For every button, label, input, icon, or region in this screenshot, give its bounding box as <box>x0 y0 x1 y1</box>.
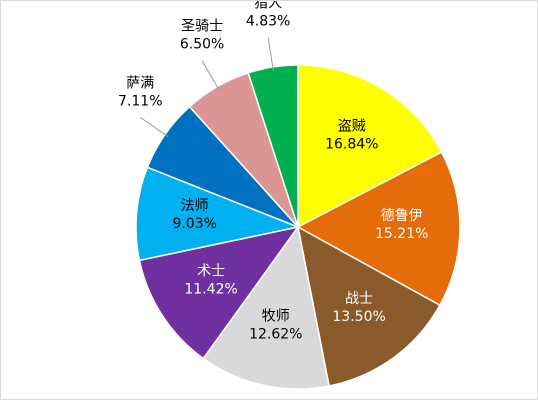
leader-line-8 <box>267 37 274 71</box>
slice-label-4: 术士 <box>197 264 225 280</box>
leader-line-6 <box>140 116 169 138</box>
slice-label-7: 圣骑士 <box>181 19 223 35</box>
pie-slice-0 <box>297 64 443 229</box>
slice-label-0: 盗贼 <box>338 118 366 134</box>
slice-label-8: 猎人 <box>254 1 282 11</box>
slice-label-5: 法师 <box>181 198 209 214</box>
pie-slice-5 <box>135 166 301 262</box>
pie-slice-2 <box>296 225 441 387</box>
slice-percent-6: 7.11% <box>118 93 162 109</box>
slice-label-2: 战士 <box>345 291 373 307</box>
slice-label-1: 德鲁伊 <box>381 208 423 224</box>
slice-percent-8: 4.83% <box>246 13 290 29</box>
leader-lines <box>140 37 274 138</box>
data-labels: 盗贼 16.84% 德鲁伊 15.21% 战士 13.50% 牧师 12.62% 术士 11.42… <box>118 1 428 342</box>
slice-percent-0: 16.84% <box>325 136 378 152</box>
slice-percent-1: 15.21% <box>375 226 428 242</box>
leader-line-7 <box>201 60 220 91</box>
pie-slices <box>135 64 461 390</box>
slice-label-3: 牧师 <box>262 308 290 324</box>
slice-label-6: 萨满 <box>126 75 154 91</box>
slice-percent-7: 6.50% <box>180 37 224 53</box>
pie-slice-3 <box>202 225 330 390</box>
slice-percent-2: 13.50% <box>332 309 385 325</box>
slice-percent-4: 11.42% <box>184 282 237 298</box>
pie-slice-1 <box>296 151 461 307</box>
pie-slice-4 <box>138 225 300 360</box>
slice-percent-5: 9.03% <box>172 216 216 232</box>
slice-percent-3: 12.62% <box>249 326 302 342</box>
